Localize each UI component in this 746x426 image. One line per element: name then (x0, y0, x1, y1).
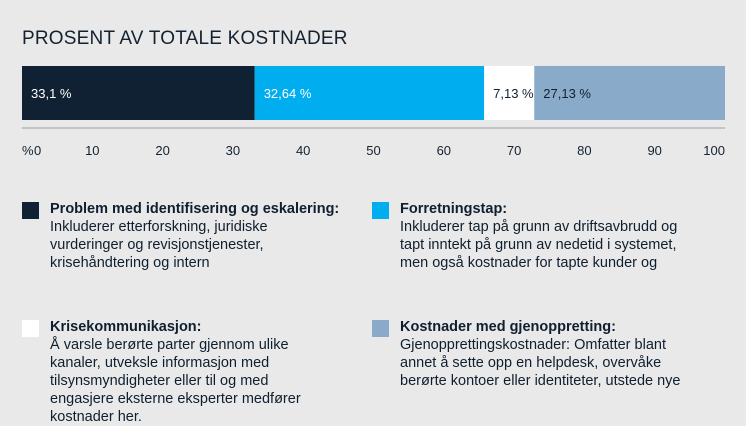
legend-item-business-loss: Forretningstap: Inkluderer tap på grunn … (372, 200, 702, 272)
legend-desc-line: annet å sette opp en helpdesk, overvåke (400, 355, 662, 371)
x-tick-label: 10 (85, 143, 99, 158)
x-tick-label: 70 (507, 143, 521, 158)
legend-desc-line: kostnader her. (50, 409, 142, 425)
legend-swatch (22, 202, 39, 219)
legend-heading: Krisekommunikasjon: (50, 319, 202, 335)
bar-data-label: 33,1 % (31, 86, 72, 101)
x-tick-label: 60 (437, 143, 451, 158)
legend-desc-line: Å varsle berørte parter gjennom ulike (50, 337, 289, 353)
x-tick-label: 20 (155, 143, 169, 158)
x-tick-label: 50 (366, 143, 380, 158)
legend-desc-line: tapt inntekt på grunn av nedetid i syste… (400, 237, 677, 253)
x-tick-label: 90 (647, 143, 661, 158)
bar-segment (534, 66, 725, 120)
chart-title: PROSENT AV TOTALE KOSTNADER (22, 28, 348, 49)
bar-segment (22, 66, 255, 120)
legend-heading: Forretningstap: (400, 201, 508, 217)
x-tick-label: 80 (577, 143, 591, 158)
legend-desc-line: berørte kontoer eller identiteter, utste… (400, 373, 681, 389)
legend-desc-line: tilsynsmyndigheter eller til og med (50, 373, 269, 389)
x-tick-label: 30 (226, 143, 240, 158)
legend-heading: Kostnader med gjenoppretting: (400, 319, 616, 335)
legend-desc-line: Gjenopprettingskostnader: Omfatter blant (400, 337, 666, 353)
legend-desc-line: kanaler, utveksle informasjon med (50, 355, 270, 371)
legend-swatch (22, 320, 39, 337)
bar-segment (484, 66, 535, 120)
legend-desc-line: engasjere eksterne eksperter medfører (50, 391, 301, 407)
legend-swatch (372, 320, 389, 337)
bar-data-label: 27,13 % (543, 86, 591, 101)
legend-desc-line: men også kostnader for tapte kunder og (400, 255, 658, 271)
x-tick-label: 100 (703, 143, 725, 158)
legend-item-recovery-costs: Kostnader med gjenoppretting: Gjenoppret… (372, 318, 702, 390)
legend-item-crisis-communication: Krisekommunikasjon: Å varsle berørte par… (22, 318, 352, 426)
legend-swatch (372, 202, 389, 219)
x-axis-prefix: % (22, 143, 34, 158)
x-tick-label: 40 (296, 143, 310, 158)
bar-data-label: 7,13 % (493, 86, 534, 101)
bar-data-label: 32,64 % (264, 86, 312, 101)
stacked-bar-chart: 33,1 % 32,64 % 7,13 % 27,13 %% 0 10 20 30 40 50 60… (22, 66, 725, 158)
legend-desc-line: Inkluderer tap på grunn av driftsavbrudd… (400, 219, 678, 235)
legend-heading: Problem med identifisering og eskalering… (50, 201, 340, 217)
x-tick-label: 0 (34, 143, 41, 158)
legend-desc-line: krisehåndtering og intern (50, 255, 210, 271)
legend-item-identification: Problem med identifisering og eskalering… (22, 200, 352, 272)
bar-segment (254, 66, 485, 120)
legend-desc-line: Inkluderer etterforskning, juridiske (50, 219, 268, 235)
legend-desc-line: vurderinger og revisjonstjenester, (50, 237, 264, 253)
